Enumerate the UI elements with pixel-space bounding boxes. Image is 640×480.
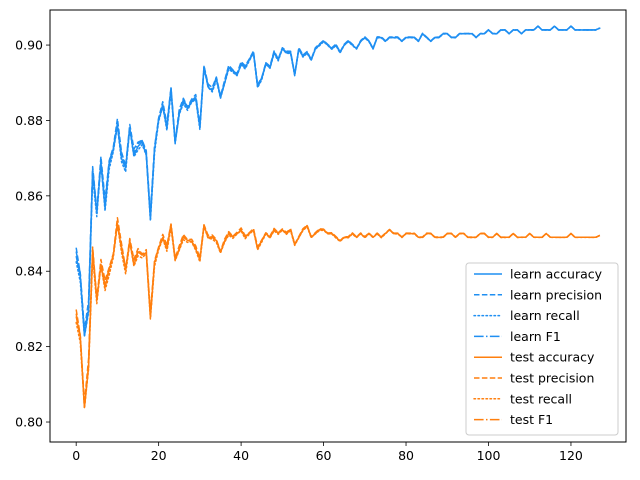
x-tick-label: 80 (398, 448, 414, 463)
legend-entry-label: test F1 (510, 412, 553, 427)
y-tick-label: 0.82 (15, 339, 43, 354)
x-tick-label: 100 (477, 448, 501, 463)
x-tick-label: 0 (72, 448, 80, 463)
legend-entry-label: test precision (510, 371, 594, 386)
y-tick-label: 0.88 (15, 113, 43, 128)
y-tick-label: 0.84 (15, 264, 43, 279)
y-tick-label: 0.90 (15, 38, 43, 53)
x-axis: 0 20 40 60 80 100 120 (72, 442, 583, 463)
legend: learn accuracy learn precision learn recal… (465, 262, 619, 436)
legend-entry-label: test recall (510, 391, 572, 406)
legend-box (465, 262, 619, 436)
series-lines (75, 25, 601, 410)
legend-entry-label: learn recall (510, 308, 580, 323)
x-tick-label: 20 (151, 448, 167, 463)
y-tick-label: 0.86 (15, 188, 43, 203)
y-axis: 0.80 0.82 0.84 0.86 0.88 0.90 (15, 38, 50, 430)
legend-entry-label: learn F1 (510, 329, 561, 344)
x-tick-label: 60 (316, 448, 332, 463)
axes-frame (49, 9, 627, 443)
legend-entry-label: learn precision (510, 287, 602, 302)
series-line-learn-f1 (75, 25, 601, 335)
series-line-test-f1 (75, 221, 601, 408)
series-line-test-precision (75, 217, 601, 404)
legend-entry-label: test accuracy (510, 350, 595, 365)
x-tick-label: 40 (233, 448, 249, 463)
y-tick-label: 0.80 (15, 415, 43, 430)
x-tick-label: 120 (559, 448, 583, 463)
legend-entry-label: learn accuracy (510, 267, 603, 282)
